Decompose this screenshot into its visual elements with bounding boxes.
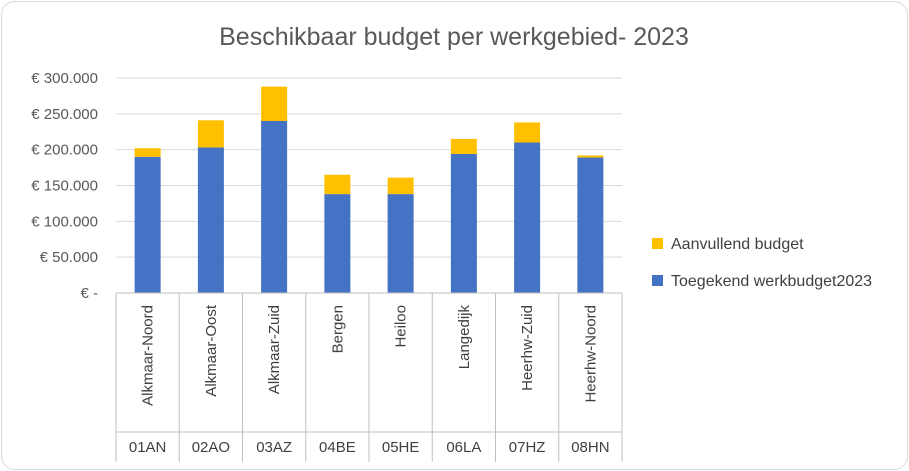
bar-aanvullend-05he [387,177,414,195]
x-category-label: Alkmaar-Zuid [266,305,283,394]
x-axis: Alkmaar-Noord 01AN Alkmaar-Oost 02AO Alkmaar… [115,292,623,462]
legend-swatch [652,238,663,249]
chart-title: Beschikbaar budget per werkgebied- 2023 [219,23,689,51]
y-tick-label: € 150.000 [31,178,98,195]
x-category-label: Alkmaar-Oost [203,304,220,397]
y-tick-label: € - [80,285,98,302]
bar-toegekend-04be [324,194,351,293]
bar-toegekend-06la [450,153,477,293]
bars [134,86,604,293]
bar-aanvullend-04be [324,174,351,195]
x-category-label: Langedijk [456,305,473,370]
bar-toegekend-05he [387,194,414,293]
legend-label: Aanvullend budget [671,236,804,253]
y-tick-label: € 50.000 [40,249,98,266]
bar-aanvullend-01an [134,148,161,157]
x-category-code: 07HZ [509,439,546,456]
legend-label: Toegekend werkbudget2023 [671,273,872,290]
x-category-code: 06LA [446,439,481,456]
bar-toegekend-01an [134,156,161,293]
x-category-code: 01AN [129,439,167,456]
bar-aanvullend-03az [261,86,288,121]
x-category-code: 05HE [382,439,420,456]
bar-toegekend-07hz [514,142,541,293]
bar-toegekend-02ao [197,147,224,293]
legend: Aanvullend budget Toegekend werkbudget202… [652,236,872,290]
y-tick-label: € 100.000 [31,213,98,230]
bar-aanvullend-06la [450,138,477,154]
y-tick-label: € 200.000 [31,142,98,159]
legend-swatch [652,275,663,286]
y-axis-ticks: € - € 50.000 € 100.000 € 150.000 € 200.000 € … [31,70,98,302]
bar-aanvullend-02ao [197,120,224,148]
x-category-label: Heiloo [393,305,410,348]
y-tick-label: € 300.000 [31,70,98,87]
x-category-code: 08HN [571,439,609,456]
bar-aanvullend-08hn [577,155,604,158]
bar-aanvullend-07hz [514,122,541,143]
bar-toegekend-03az [261,121,288,293]
x-category-label: Heerhw-Noord [582,305,599,403]
x-category-label: Heerhw-Zuid [519,305,536,391]
gridlines [116,77,622,294]
y-tick-label: € 250.000 [31,106,98,123]
x-category-label: Alkmaar-Noord [140,305,157,406]
x-category-code: 03AZ [256,439,292,456]
x-category-code: 04BE [319,439,356,456]
x-category-label: Bergen [329,305,346,353]
bar-toegekend-08hn [577,157,604,293]
x-category-code: 02AO [192,439,230,456]
